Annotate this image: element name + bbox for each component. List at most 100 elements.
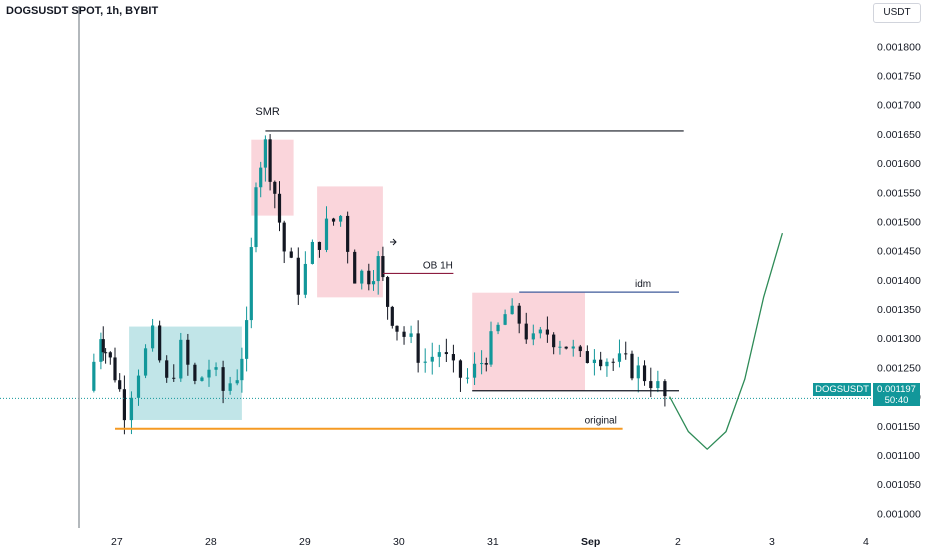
candle-body bbox=[416, 333, 420, 363]
candle-body bbox=[465, 377, 470, 379]
candle-body bbox=[430, 356, 434, 362]
candle-body bbox=[273, 181, 277, 194]
candle-body bbox=[193, 364, 197, 381]
projection-curve bbox=[669, 232, 784, 450]
candle-body bbox=[118, 380, 122, 390]
candle-body bbox=[423, 361, 427, 363]
candle-body bbox=[663, 381, 667, 397]
x-tick-label: 4 bbox=[863, 536, 869, 548]
candle-body bbox=[172, 377, 176, 379]
candles-layer bbox=[92, 134, 667, 435]
y-tick-label: 0.001000 bbox=[877, 508, 921, 520]
candle-body bbox=[277, 193, 282, 223]
symbol-title: DOGSUSDT SPOT, 1h, BYBIT bbox=[6, 5, 159, 17]
candle-body bbox=[558, 346, 562, 348]
x-tick-label: 30 bbox=[393, 536, 405, 548]
x-tick-label: 28 bbox=[205, 536, 217, 548]
y-tick-label: 0.001500 bbox=[877, 216, 921, 228]
candle-body bbox=[339, 215, 343, 222]
candle-body bbox=[531, 333, 535, 340]
candle-body bbox=[395, 325, 399, 332]
candle-body bbox=[472, 363, 477, 378]
last-price-value: 0.001197 bbox=[877, 384, 916, 395]
last-price-tag: 0.001197 50:40 bbox=[873, 383, 920, 406]
candle-body bbox=[451, 354, 455, 361]
candle-body bbox=[179, 339, 183, 379]
candle-body bbox=[409, 333, 413, 337]
candle-body bbox=[611, 361, 615, 363]
candle-body bbox=[538, 329, 542, 334]
candle-body bbox=[136, 375, 141, 398]
candle-body bbox=[235, 380, 239, 384]
candle-body bbox=[200, 377, 204, 381]
candle-body bbox=[259, 167, 263, 188]
candle-body bbox=[510, 305, 514, 315]
candle-body bbox=[617, 353, 622, 362]
currency-selector[interactable]: USDT bbox=[873, 3, 921, 23]
candle-body bbox=[437, 352, 441, 357]
candle-body bbox=[240, 358, 244, 381]
candle-body bbox=[296, 257, 300, 295]
candle-body bbox=[624, 353, 628, 355]
level-label: idm bbox=[635, 279, 651, 290]
candle-body bbox=[458, 360, 463, 378]
candle-body bbox=[517, 305, 521, 324]
axes-layer: 0.0010000.0010500.0011000.0011500.001200… bbox=[78, 6, 921, 548]
candle-body bbox=[376, 256, 380, 282]
candle-body bbox=[324, 218, 329, 250]
candle-body bbox=[503, 314, 507, 325]
candle-body bbox=[186, 339, 190, 365]
candle-body bbox=[331, 218, 336, 222]
candle-body bbox=[303, 263, 307, 295]
candle-body bbox=[402, 331, 406, 337]
x-tick-label: 31 bbox=[487, 536, 499, 548]
candle-body bbox=[367, 270, 371, 285]
x-tick-label: 29 bbox=[299, 536, 311, 548]
candle-body bbox=[289, 251, 293, 258]
y-tick-label: 0.001100 bbox=[877, 450, 920, 462]
candle-body bbox=[282, 222, 286, 252]
candle-body bbox=[524, 323, 528, 340]
candle-body bbox=[592, 359, 596, 364]
candle-body bbox=[158, 325, 162, 361]
candle-body bbox=[381, 256, 385, 278]
candle-body bbox=[656, 381, 660, 389]
y-tick-label: 0.001450 bbox=[877, 246, 921, 258]
supply-zone bbox=[472, 292, 585, 391]
candle-body bbox=[360, 270, 364, 284]
candle-body bbox=[113, 357, 117, 381]
y-tick-label: 0.001350 bbox=[877, 304, 921, 316]
supply-zone bbox=[251, 139, 294, 216]
y-tick-label: 0.001600 bbox=[877, 158, 921, 170]
candle-body bbox=[571, 346, 575, 349]
candle-body bbox=[214, 367, 218, 370]
candle-body bbox=[444, 352, 448, 355]
y-tick-label: 0.001050 bbox=[877, 479, 921, 491]
candle-body bbox=[165, 360, 169, 378]
candle-body bbox=[564, 346, 568, 349]
x-tick-label: Sep bbox=[581, 536, 600, 548]
y-tick-label: 0.001400 bbox=[877, 275, 921, 287]
candle-body bbox=[207, 369, 211, 378]
candle-body bbox=[545, 329, 549, 335]
y-tick-label: 0.001300 bbox=[877, 333, 921, 345]
candle-body bbox=[636, 365, 640, 379]
candle-body bbox=[599, 359, 603, 367]
candle-body bbox=[317, 241, 322, 250]
candle-body bbox=[143, 348, 148, 376]
candle-body bbox=[108, 352, 112, 358]
candle-body bbox=[480, 363, 484, 365]
candle-body bbox=[99, 339, 103, 362]
candle-body bbox=[649, 381, 653, 389]
candle-body bbox=[371, 281, 376, 285]
y-tick-label: 0.001150 bbox=[877, 421, 920, 433]
candle-body bbox=[92, 361, 96, 391]
x-tick-label: 27 bbox=[111, 536, 123, 548]
zones-layer bbox=[129, 139, 585, 420]
candle-body bbox=[310, 241, 314, 264]
level-label: SMR bbox=[255, 106, 280, 118]
candle-body bbox=[642, 365, 647, 382]
candle-body bbox=[585, 351, 589, 364]
level-label: original bbox=[585, 416, 617, 427]
